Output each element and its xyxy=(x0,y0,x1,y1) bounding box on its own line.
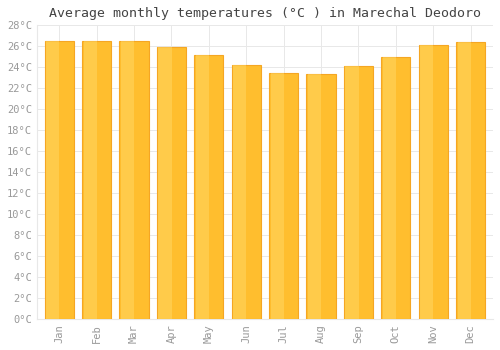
Bar xyxy=(458,42,471,320)
Bar xyxy=(196,55,209,320)
Bar xyxy=(46,41,60,320)
Bar xyxy=(418,45,448,320)
Bar xyxy=(270,72,284,320)
Bar xyxy=(308,74,321,320)
Bar xyxy=(84,41,97,320)
Bar xyxy=(120,41,148,320)
Bar xyxy=(158,47,172,320)
Bar xyxy=(456,42,485,320)
Bar xyxy=(194,55,224,320)
Bar xyxy=(381,57,410,320)
Bar xyxy=(157,47,186,320)
Bar xyxy=(232,65,261,320)
Bar xyxy=(306,74,336,320)
Bar xyxy=(121,41,134,320)
Bar xyxy=(234,65,246,320)
Bar xyxy=(269,72,298,320)
Bar xyxy=(82,41,111,320)
Bar xyxy=(346,66,358,320)
Bar xyxy=(383,57,396,320)
Title: Average monthly temperatures (°C ) in Marechal Deodoro: Average monthly temperatures (°C ) in Ma… xyxy=(49,7,481,20)
Bar xyxy=(420,45,434,320)
Bar xyxy=(344,66,373,320)
Bar xyxy=(44,41,74,320)
